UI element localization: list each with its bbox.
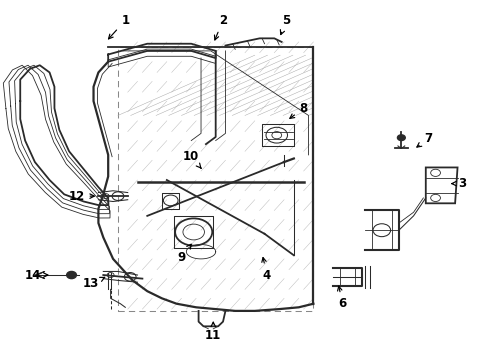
Text: 14: 14 (24, 269, 48, 282)
Text: 11: 11 (205, 322, 221, 342)
Text: 5: 5 (280, 14, 291, 35)
Text: 9: 9 (177, 244, 191, 264)
Text: 6: 6 (338, 286, 347, 310)
Text: 13: 13 (83, 277, 105, 291)
Text: 7: 7 (417, 132, 432, 147)
Text: 3: 3 (452, 177, 466, 190)
Text: 4: 4 (262, 257, 271, 282)
Text: 12: 12 (68, 190, 94, 203)
Text: 8: 8 (290, 102, 308, 118)
Text: 2: 2 (215, 14, 227, 40)
Text: 1: 1 (108, 14, 129, 39)
Circle shape (67, 271, 76, 279)
Text: 10: 10 (183, 150, 201, 168)
Circle shape (397, 135, 405, 140)
